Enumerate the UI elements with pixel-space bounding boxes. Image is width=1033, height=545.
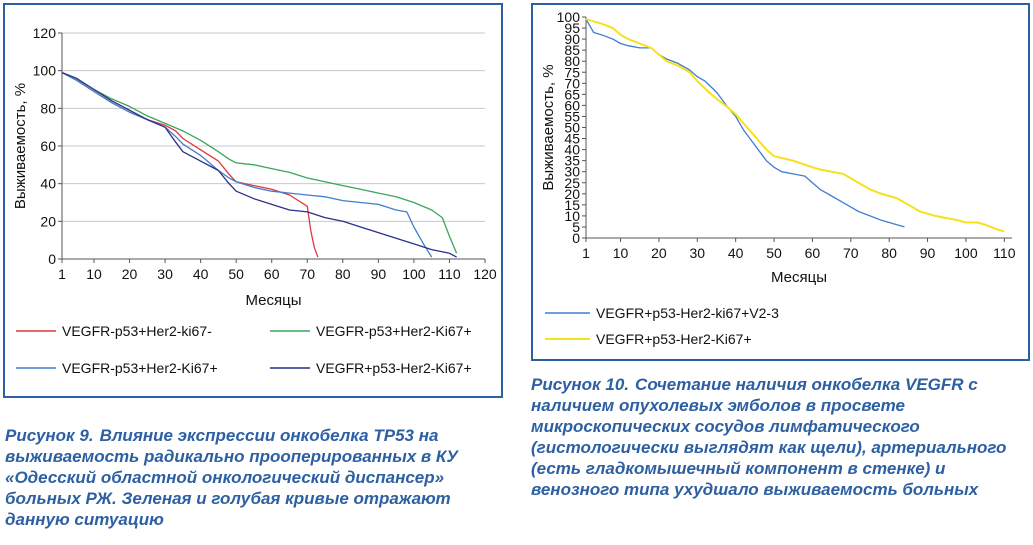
y-tick-label: 40 bbox=[564, 142, 580, 158]
y-tick-label: 15 bbox=[564, 197, 580, 213]
chart-10-frame bbox=[531, 3, 1030, 361]
caption-10: Рисунок 10. Сочетание наличия онкобелка V… bbox=[531, 374, 1028, 500]
x-tick-label: 110 bbox=[438, 266, 461, 282]
y-tick-label: 20 bbox=[40, 213, 56, 229]
y-tick-label: 50 bbox=[564, 120, 580, 136]
x-tick-label: 10 bbox=[613, 245, 629, 261]
series-line-1 bbox=[585, 18, 905, 228]
y-tick-label: 80 bbox=[40, 100, 56, 116]
x-tick-label: 80 bbox=[335, 266, 351, 282]
y-tick-label: 55 bbox=[564, 108, 580, 124]
caption-10-text: Сочетание наличия онкобелка VEGFR с нали… bbox=[531, 375, 1007, 499]
y-tick-label: 30 bbox=[564, 164, 580, 180]
x-axis-label: Месяцы bbox=[245, 292, 301, 309]
series-line-4 bbox=[61, 71, 457, 258]
y-tick-label: 25 bbox=[564, 175, 580, 191]
y-tick-label: 75 bbox=[564, 64, 580, 80]
x-tick-label: 30 bbox=[690, 245, 706, 261]
y-tick-label: 80 bbox=[564, 53, 580, 69]
y-tick-label: 60 bbox=[40, 138, 56, 154]
legend-label-1: VEGFR+p53-Her2-ki67+V2-3 bbox=[596, 305, 779, 321]
y-tick-label: 0 bbox=[48, 251, 56, 267]
legend-label-2: VEGFR+p53-Her2-Ki67+ bbox=[596, 331, 752, 347]
y-tick-label: 120 bbox=[33, 25, 57, 41]
y-axis-label: Выживаемость, % bbox=[12, 83, 29, 209]
y-tick-label: 70 bbox=[564, 75, 580, 91]
x-tick-label: 20 bbox=[122, 266, 138, 282]
x-tick-label: 70 bbox=[299, 266, 315, 282]
x-tick-label: 40 bbox=[728, 245, 744, 261]
x-tick-label: 110 bbox=[993, 245, 1016, 261]
x-tick-label: 1 bbox=[58, 266, 66, 282]
x-tick-label: 50 bbox=[228, 266, 244, 282]
y-tick-label: 35 bbox=[564, 153, 580, 169]
x-tick-label: 80 bbox=[881, 245, 897, 261]
chart-9-frame bbox=[3, 3, 503, 398]
caption-9-text: Влияние экспрессии онкобелка ТР53 на выж… bbox=[5, 426, 458, 529]
x-axis-label: Месяцы bbox=[771, 269, 827, 286]
series-line-3 bbox=[61, 72, 433, 258]
y-tick-label: 85 bbox=[564, 42, 580, 58]
y-tick-label: 65 bbox=[564, 86, 580, 102]
y-axis-label: Выживаемость, % bbox=[540, 64, 557, 190]
x-tick-label: 60 bbox=[805, 245, 821, 261]
x-tick-label: 50 bbox=[766, 245, 782, 261]
y-tick-label: 60 bbox=[564, 97, 580, 113]
y-tick-label: 0 bbox=[572, 230, 580, 246]
y-tick-label: 40 bbox=[40, 176, 56, 192]
legend-label-4: VEGFR+p53-Her2-Ki67+ bbox=[316, 360, 472, 376]
y-tick-label: 95 bbox=[564, 20, 580, 36]
legend-label-3: VEGFR-p53+Her2-Ki67+ bbox=[62, 360, 218, 376]
caption-9-label: Рисунок 9. bbox=[5, 426, 94, 445]
caption-10-label: Рисунок 10. bbox=[531, 375, 630, 394]
y-tick-label: 5 bbox=[572, 219, 580, 235]
x-tick-label: 40 bbox=[193, 266, 209, 282]
legend-label-2: VEGFR-p53+Her2-Ki67+ bbox=[316, 323, 472, 339]
caption-9: Рисунок 9. Влияние экспрессии онкобелка Т… bbox=[5, 425, 500, 530]
x-tick-label: 100 bbox=[402, 266, 426, 282]
y-tick-label: 10 bbox=[564, 208, 580, 224]
y-tick-label: 100 bbox=[33, 63, 57, 79]
x-tick-label: 20 bbox=[651, 245, 667, 261]
x-tick-label: 30 bbox=[157, 266, 173, 282]
x-tick-label: 100 bbox=[954, 245, 978, 261]
y-tick-label: 90 bbox=[564, 31, 580, 47]
y-tick-label: 20 bbox=[564, 186, 580, 202]
x-tick-label: 70 bbox=[843, 245, 859, 261]
x-tick-label: 10 bbox=[86, 266, 102, 282]
y-tick-label: 45 bbox=[564, 131, 580, 147]
y-tick-label: 100 bbox=[557, 9, 581, 25]
series-line-2 bbox=[585, 18, 1005, 233]
x-tick-label: 1 bbox=[582, 245, 590, 261]
x-tick-label: 60 bbox=[264, 266, 280, 282]
x-tick-label: 120 bbox=[473, 266, 497, 282]
x-tick-label: 90 bbox=[920, 245, 936, 261]
series-line-2 bbox=[61, 71, 458, 254]
legend-label-1: VEGFR-p53+Her2-ki67- bbox=[62, 323, 212, 339]
x-tick-label: 90 bbox=[371, 266, 387, 282]
